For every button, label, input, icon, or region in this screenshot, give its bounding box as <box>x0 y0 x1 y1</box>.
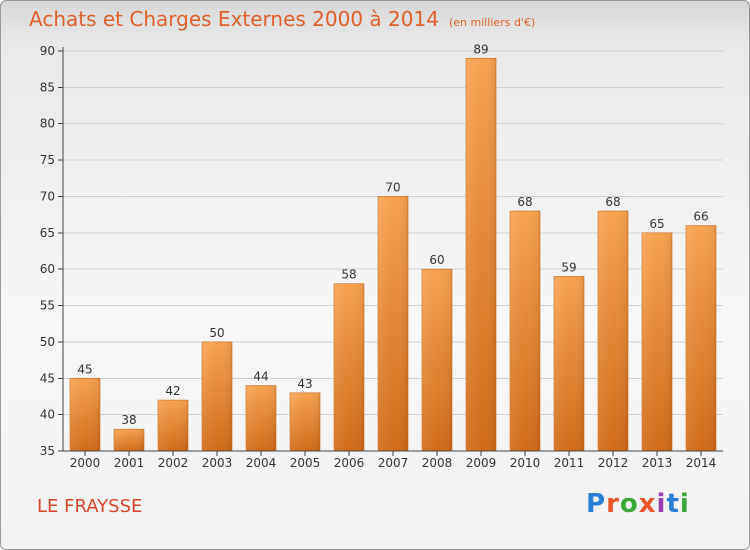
bars <box>69 57 717 452</box>
y-tick-label: 55 <box>40 299 55 313</box>
data-label: 59 <box>561 260 576 274</box>
data-label: 50 <box>209 326 224 340</box>
data-label: 70 <box>385 180 400 194</box>
y-tick-label: 80 <box>40 117 55 131</box>
bar-shine <box>422 269 452 451</box>
bar-shine <box>554 276 584 451</box>
logo-letter: t <box>666 489 680 519</box>
x-tick-label: 2012 <box>598 456 629 470</box>
y-tick-label: 75 <box>40 153 55 167</box>
data-label: 44 <box>253 370 268 384</box>
x-tick-label: 2003 <box>202 456 233 470</box>
x-tick-label: 2004 <box>246 456 277 470</box>
bar-shine <box>290 392 320 451</box>
data-label: 38 <box>121 413 136 427</box>
bar-shine <box>202 341 232 451</box>
data-label: 45 <box>77 362 92 376</box>
data-label: 60 <box>429 253 444 267</box>
y-tick-label: 60 <box>40 262 55 276</box>
y-tick-label: 45 <box>40 371 55 385</box>
x-tick-label: 2006 <box>334 456 365 470</box>
x-tick-label: 2001 <box>114 456 145 470</box>
y-tick-label: 40 <box>40 408 55 422</box>
bar-shine <box>114 429 144 451</box>
bar-shine <box>378 196 408 451</box>
logo-letter: r <box>606 489 620 519</box>
bar-shine <box>158 400 188 451</box>
bar-shine <box>686 225 716 451</box>
data-label: 68 <box>605 195 620 209</box>
bar-shine <box>510 211 540 451</box>
data-label: 89 <box>473 42 488 56</box>
axes <box>58 47 723 456</box>
logo-letter: o <box>619 489 639 519</box>
x-tick-label: 2008 <box>422 456 453 470</box>
bar-shine <box>246 385 276 451</box>
y-tick-label: 35 <box>40 444 55 458</box>
labels: 35 40 45 50 55 60 65 70 75 80 85 90 45 2000 38 2001 42 20… <box>40 42 717 470</box>
data-label: 65 <box>649 217 664 231</box>
y-tick-label: 65 <box>40 226 55 240</box>
chart-title: Achats et Charges Externes 2000 à 2014 <box>29 7 439 31</box>
bar-shine <box>642 232 672 451</box>
x-tick-label: 2009 <box>466 456 497 470</box>
x-tick-label: 2000 <box>70 456 101 470</box>
x-tick-label: 2013 <box>642 456 673 470</box>
data-label: 42 <box>165 384 180 398</box>
x-tick-label: 2002 <box>158 456 189 470</box>
y-tick-label: 90 <box>40 44 55 58</box>
y-tick-label: 70 <box>40 189 55 203</box>
y-tick-label: 50 <box>40 335 55 349</box>
bar-shine <box>466 58 496 451</box>
proxiti-logo: Proxiti <box>586 489 690 519</box>
data-label: 66 <box>693 210 708 224</box>
x-tick-label: 2010 <box>510 456 541 470</box>
logo-letter: i <box>656 489 667 519</box>
x-tick-label: 2007 <box>378 456 409 470</box>
logo-letter: P <box>586 489 607 519</box>
x-tick-label: 2011 <box>554 456 585 470</box>
title-row: Achats et Charges Externes 2000 à 2014 (e… <box>29 7 535 31</box>
x-tick-label: 2014 <box>686 456 717 470</box>
data-label: 68 <box>517 195 532 209</box>
y-tick-label: 85 <box>40 80 55 94</box>
chart-subtitle: (en milliers d'€) <box>448 16 536 29</box>
logo-letter: i <box>679 489 690 519</box>
place-name: LE FRAYSSE <box>37 496 143 517</box>
bar-shine <box>70 378 100 451</box>
data-label: 43 <box>297 377 312 391</box>
logo-letter: x <box>638 489 657 519</box>
bar-shine <box>334 283 364 451</box>
data-label: 58 <box>341 268 356 282</box>
bar-shine <box>598 211 628 451</box>
x-tick-label: 2005 <box>290 456 321 470</box>
